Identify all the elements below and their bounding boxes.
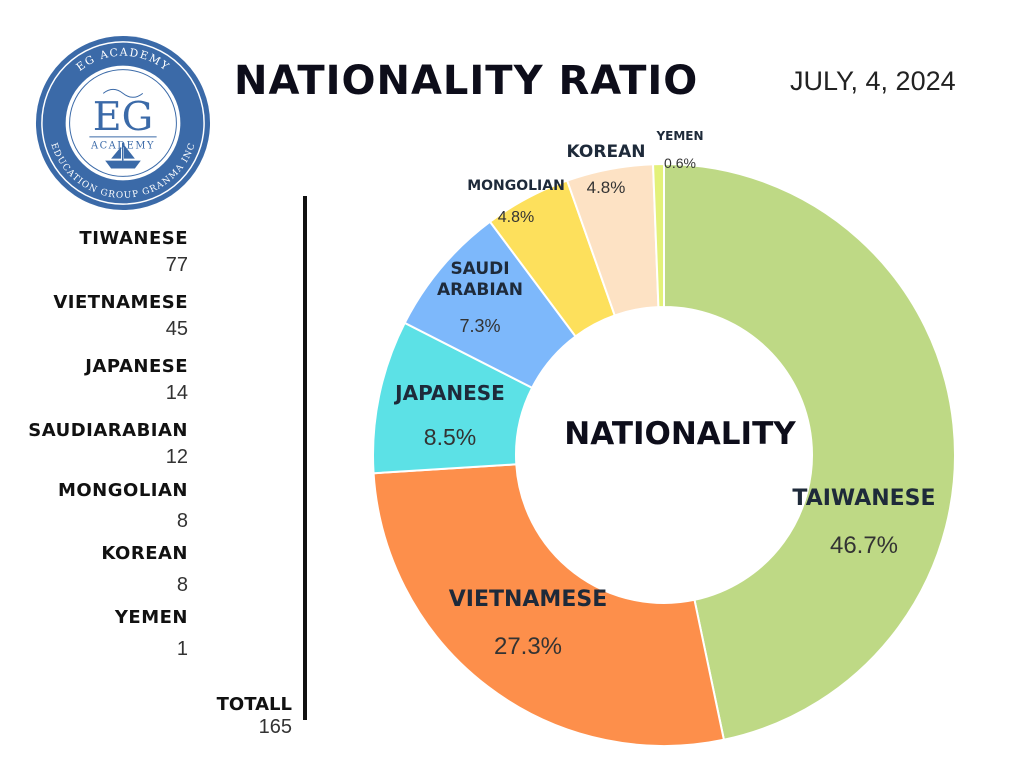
slice-percent: 4.8% [498,209,534,226]
donut-slice-6 [651,162,665,309]
center-label: NATIONALITY [564,416,796,452]
legend-item-value: 12 [165,446,188,468]
slice-percent: 4.8% [587,178,626,197]
legend-item-value: 1 [176,638,188,660]
slice-percent: 8.5% [424,424,476,450]
slice-label: ARABIAN [437,280,523,300]
legend-item-name: KOREAN [101,543,188,564]
slice-label: YEMEN [655,129,703,143]
slice-label: MONGOLIAN [467,178,565,194]
page-title: NATIONALITY RATIO [234,58,699,104]
legend-item-name: VIETNAMESE [53,292,188,313]
legend-item-value: 45 [165,318,188,340]
legend-item-value: 14 [165,382,188,404]
legend-item-name: JAPANESE [85,356,188,377]
slice-percent: 7.3% [459,316,500,336]
legend-item-name: MONGOLIAN [57,480,188,501]
divider-line [303,196,307,720]
eg-academy-logo: EG ACADEMY EDUCATION GROUP GRANMA INC EG… [35,35,211,211]
ship-icon [105,142,141,169]
slice-percent: 27.3% [494,633,562,660]
slice-label: SAUDI [450,259,509,279]
legend-item-name: SAUDIARABIAN [28,420,188,441]
legend-item-value: 77 [165,254,188,276]
slice-percent: 46.7% [830,532,898,559]
slice-label: KOREAN [567,142,646,162]
date-label: JULY, 4, 2024 [790,66,956,96]
logo-monogram: EG [93,94,153,140]
slice-label: JAPANESE [393,381,505,405]
logo-inner-disc [65,65,181,181]
slice-label: VIETNAMESE [449,587,607,612]
donut-slice-1 [372,463,726,747]
logo-subtitle: ACADEMY [90,141,155,152]
slice-label: TAIWANESE [792,486,935,511]
slice-percent: 0.6% [664,155,696,171]
total-label: TOTALL [216,694,292,715]
donut-slice-0 [663,162,956,741]
flourish-icon [102,88,144,98]
legend-item-value: 8 [176,574,188,596]
legend-item-value: 8 [176,510,188,532]
legend-item-name: TIWANESE [79,228,188,249]
total-value: 165 [258,716,292,738]
legend-item-name: YEMEN [114,607,188,628]
